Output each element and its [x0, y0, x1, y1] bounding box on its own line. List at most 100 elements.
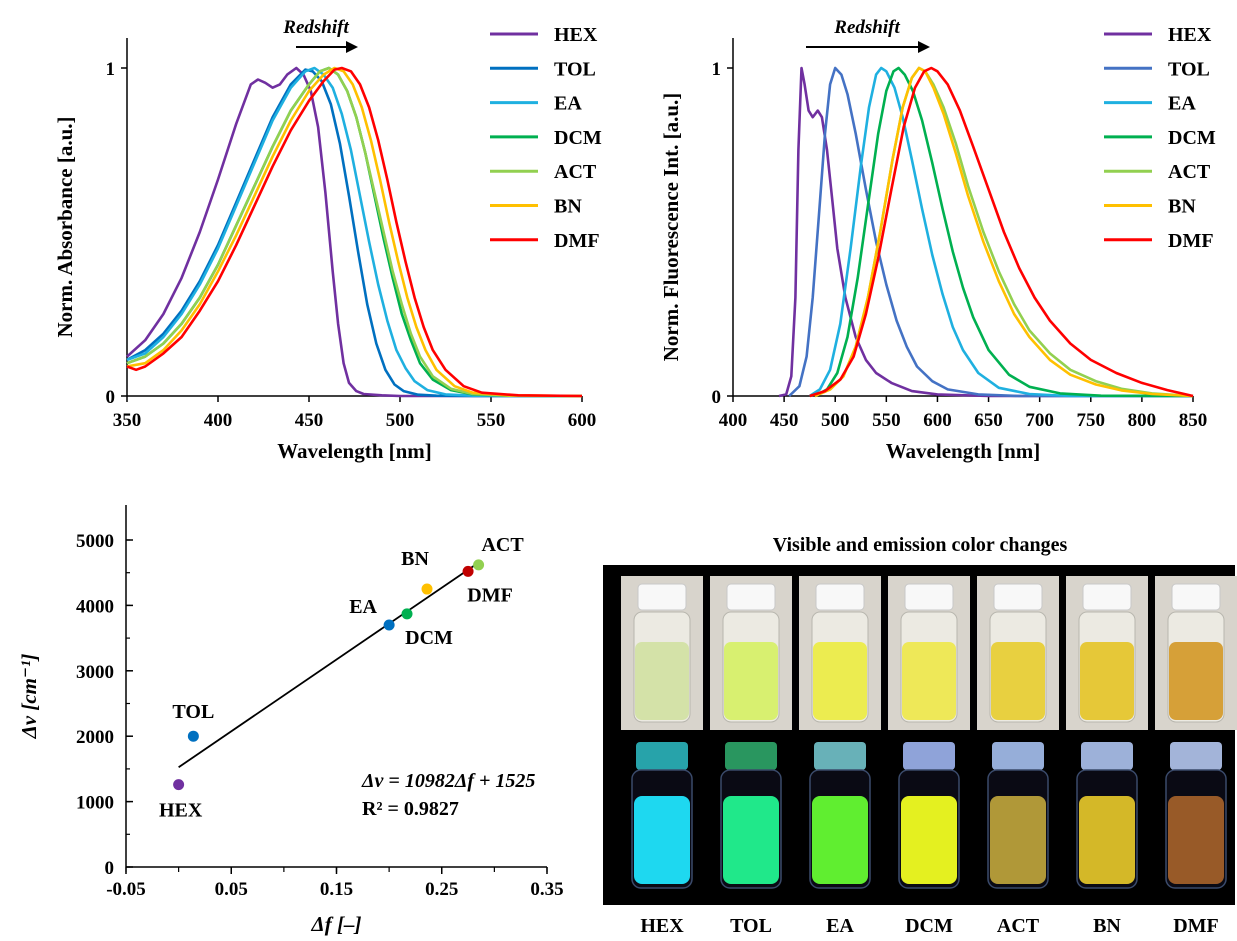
- x-tick-label: 0.15: [320, 879, 353, 900]
- vial-cap: [1082, 583, 1132, 611]
- data-point-hex: [173, 779, 185, 791]
- photo-title: Visible and emission color changes: [773, 534, 1068, 556]
- vial-liquid-visible: [635, 642, 689, 720]
- legend-label-dmf: DMF: [554, 230, 600, 252]
- fit-line: [178, 561, 480, 769]
- x-tick-label: 550: [872, 410, 901, 431]
- x-tick-label: 800: [1128, 410, 1157, 431]
- data-point-dmf: [462, 565, 474, 577]
- x-tick-label: 0.05: [215, 879, 248, 900]
- x-tick-label: 500: [821, 410, 850, 431]
- y-tick-label: 1: [712, 59, 722, 80]
- legend-label-dcm: DCM: [554, 127, 602, 149]
- legend-label-bn: BN: [554, 196, 582, 218]
- series-line-tol: [788, 66, 1193, 398]
- vial-cap-glow: [725, 742, 777, 770]
- y-tick-label: 4000: [76, 596, 114, 617]
- legend-label-dmf: DMF: [1168, 230, 1214, 252]
- x-tick-label: 450: [295, 410, 324, 431]
- y-axis-title: Δν [cm⁻¹]: [17, 654, 41, 740]
- legend-label-bn: BN: [1168, 196, 1196, 218]
- vial-cap-glow: [1170, 742, 1222, 770]
- x-tick-label: 500: [386, 410, 415, 431]
- legend-label-act: ACT: [1168, 161, 1211, 183]
- point-label-tol: TOL: [172, 701, 214, 723]
- y-tick-label: 0: [106, 387, 116, 408]
- legend-label-dcm: DCM: [1168, 127, 1216, 149]
- series-line-hex: [778, 66, 1193, 398]
- vial-label-hex: HEX: [640, 915, 684, 937]
- x-tick-label: 600: [568, 410, 597, 431]
- lippert-mataga-chart: 0 1000 2000 3000 4000 5000 -0.05 0.05 0.15 0.25 0.…: [17, 505, 564, 936]
- vial-liquid-emission: [901, 796, 957, 884]
- y-tick-label: 0: [712, 387, 722, 408]
- series-line-tol: [126, 68, 582, 398]
- x-tick-label: 450: [770, 410, 799, 431]
- redshift-arrowhead: [346, 41, 358, 53]
- series-line-hex: [126, 66, 582, 398]
- point-label-act: ACT: [481, 534, 524, 556]
- x-axis-title: Wavelength [nm]: [886, 439, 1041, 463]
- data-point-ea: [383, 619, 395, 631]
- x-tick-label: 0.35: [530, 879, 563, 900]
- y-tick-label: 1: [106, 59, 116, 80]
- data-point-bn: [421, 583, 433, 595]
- legend-label-tol: TOL: [1168, 58, 1210, 80]
- series-line-bn: [814, 66, 1194, 398]
- redshift-label: Redshift: [282, 17, 349, 38]
- fluorescence-chart: 400 450 500 550 600 650 700 750 800 850 0 1 Waveleng…: [659, 17, 1216, 463]
- vial-liquid-emission: [812, 796, 868, 884]
- point-label-hex: HEX: [159, 800, 203, 822]
- y-tick-label: 5000: [76, 531, 114, 552]
- x-tick-label: 400: [204, 410, 233, 431]
- vial-liquid-emission: [723, 796, 779, 884]
- x-tick-label: 0.25: [425, 879, 458, 900]
- x-tick-label: -0.05: [106, 879, 146, 900]
- data-point-tol: [187, 730, 199, 742]
- y-axis-title: Norm. Fluorescence Int. [a.u.]: [659, 93, 683, 361]
- y-tick-label: 2000: [76, 727, 114, 748]
- x-tick-label: 700: [1025, 410, 1054, 431]
- vial-cap: [904, 583, 954, 611]
- fit-r-squared: R² = 0.9827: [362, 798, 459, 820]
- redshift-label: Redshift: [833, 17, 900, 38]
- vial-photo-panel: Visible and emission color changes HEX TO…: [603, 534, 1237, 937]
- vial-cap-glow: [903, 742, 955, 770]
- x-tick-label: 550: [477, 410, 506, 431]
- x-tick-label: 750: [1077, 410, 1106, 431]
- x-tick-label: 400: [719, 410, 748, 431]
- vial-label-dmf: DMF: [1173, 915, 1219, 937]
- y-tick-label: 0: [105, 858, 115, 879]
- series-line-dmf: [126, 66, 583, 398]
- vial-liquid-visible: [724, 642, 778, 720]
- vial-liquid-visible: [813, 642, 867, 720]
- x-tick-label: 350: [113, 410, 142, 431]
- series-line-act: [126, 66, 583, 398]
- vial-liquid-visible: [902, 642, 956, 720]
- vial-cap: [637, 583, 687, 611]
- vial-label-act: ACT: [997, 915, 1040, 937]
- y-tick-label: 3000: [76, 662, 114, 683]
- point-label-dmf: DMF: [467, 584, 513, 606]
- legend-label-hex: HEX: [1168, 24, 1212, 46]
- point-label-bn: BN: [401, 548, 429, 570]
- x-axis-title: Δf [–]: [311, 912, 362, 936]
- vial-liquid-visible: [991, 642, 1045, 720]
- y-axis-title: Norm. Absorbance [a.u.]: [53, 116, 77, 337]
- vial-liquid-emission: [1168, 796, 1224, 884]
- vial-cap-glow: [992, 742, 1044, 770]
- vial-label-bn: BN: [1093, 915, 1121, 937]
- absorption-chart: 350 400 450 500 550 600 0 1 Wavelength [nm] Norm.…: [53, 17, 602, 463]
- data-point-dcm: [401, 608, 413, 620]
- x-tick-label: 850: [1179, 410, 1208, 431]
- vial-liquid-emission: [1079, 796, 1135, 884]
- series-line-ea: [126, 66, 582, 398]
- x-tick-label: 600: [923, 410, 952, 431]
- x-axis-title: Wavelength [nm]: [277, 439, 432, 463]
- vial-liquid-visible: [1169, 642, 1223, 720]
- vial-liquid-emission: [990, 796, 1046, 884]
- vial-liquid-emission: [634, 796, 690, 884]
- vial-cap-glow: [814, 742, 866, 770]
- redshift-arrowhead: [918, 41, 930, 53]
- vial-cap: [1171, 583, 1221, 611]
